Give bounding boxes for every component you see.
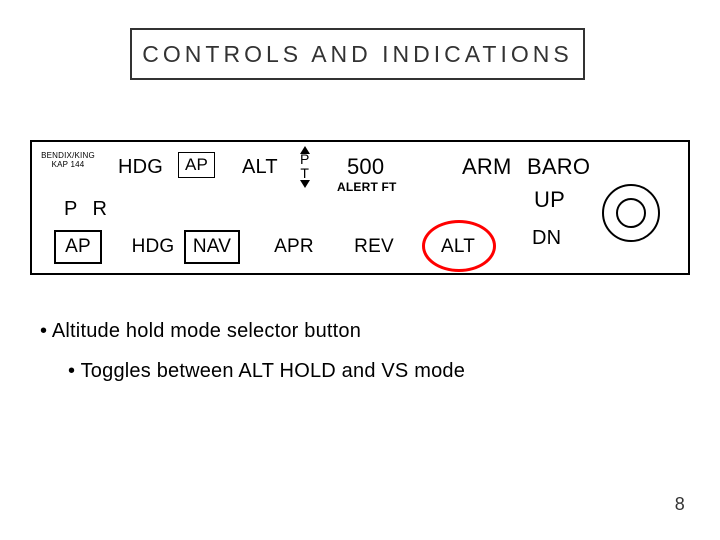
annunciator-arm: ARM <box>462 154 512 180</box>
rev-button[interactable]: REV <box>346 230 402 264</box>
autopilot-panel: BENDIX/KING KAP 144 HDG AP ALT P T 500 A… <box>30 140 690 275</box>
annunciator-pt: P T <box>300 152 310 180</box>
dn-label: DN <box>532 227 561 250</box>
brand-line2: KAP 144 <box>52 160 85 169</box>
annunciator-ap: AP <box>178 152 215 178</box>
annunciator-hdg: HDG <box>118 156 163 179</box>
alert-ft-label: ALERT FT <box>337 180 397 194</box>
pt-t: T <box>300 165 309 181</box>
page-title: CONTROLS AND INDICATIONS <box>142 41 572 68</box>
brand-line1: BENDIX/KING <box>41 151 95 160</box>
brand-label: BENDIX/KING KAP 144 <box>38 152 98 170</box>
alt-highlight-circle <box>422 220 496 272</box>
up-label: UP <box>534 187 565 213</box>
pr-indicator: P R <box>62 194 114 224</box>
page-number: 8 <box>675 494 685 515</box>
nav-button[interactable]: NAV <box>184 230 240 264</box>
bullet-1: • Altitude hold mode selector button <box>40 320 361 343</box>
apr-button[interactable]: APR <box>266 230 322 264</box>
annunciator-baro: BARO <box>527 154 590 180</box>
ap-button[interactable]: AP <box>54 230 102 264</box>
rotary-knob-inner[interactable] <box>616 198 646 228</box>
title-box: CONTROLS AND INDICATIONS <box>130 28 585 80</box>
bullet-2: • Toggles between ALT HOLD and VS mode <box>68 360 465 383</box>
pitch-down-icon <box>300 180 310 188</box>
hdg-button[interactable]: HDG <box>126 230 180 264</box>
altitude-value: 500 <box>347 154 384 180</box>
annunciator-alt: ALT <box>242 156 278 179</box>
